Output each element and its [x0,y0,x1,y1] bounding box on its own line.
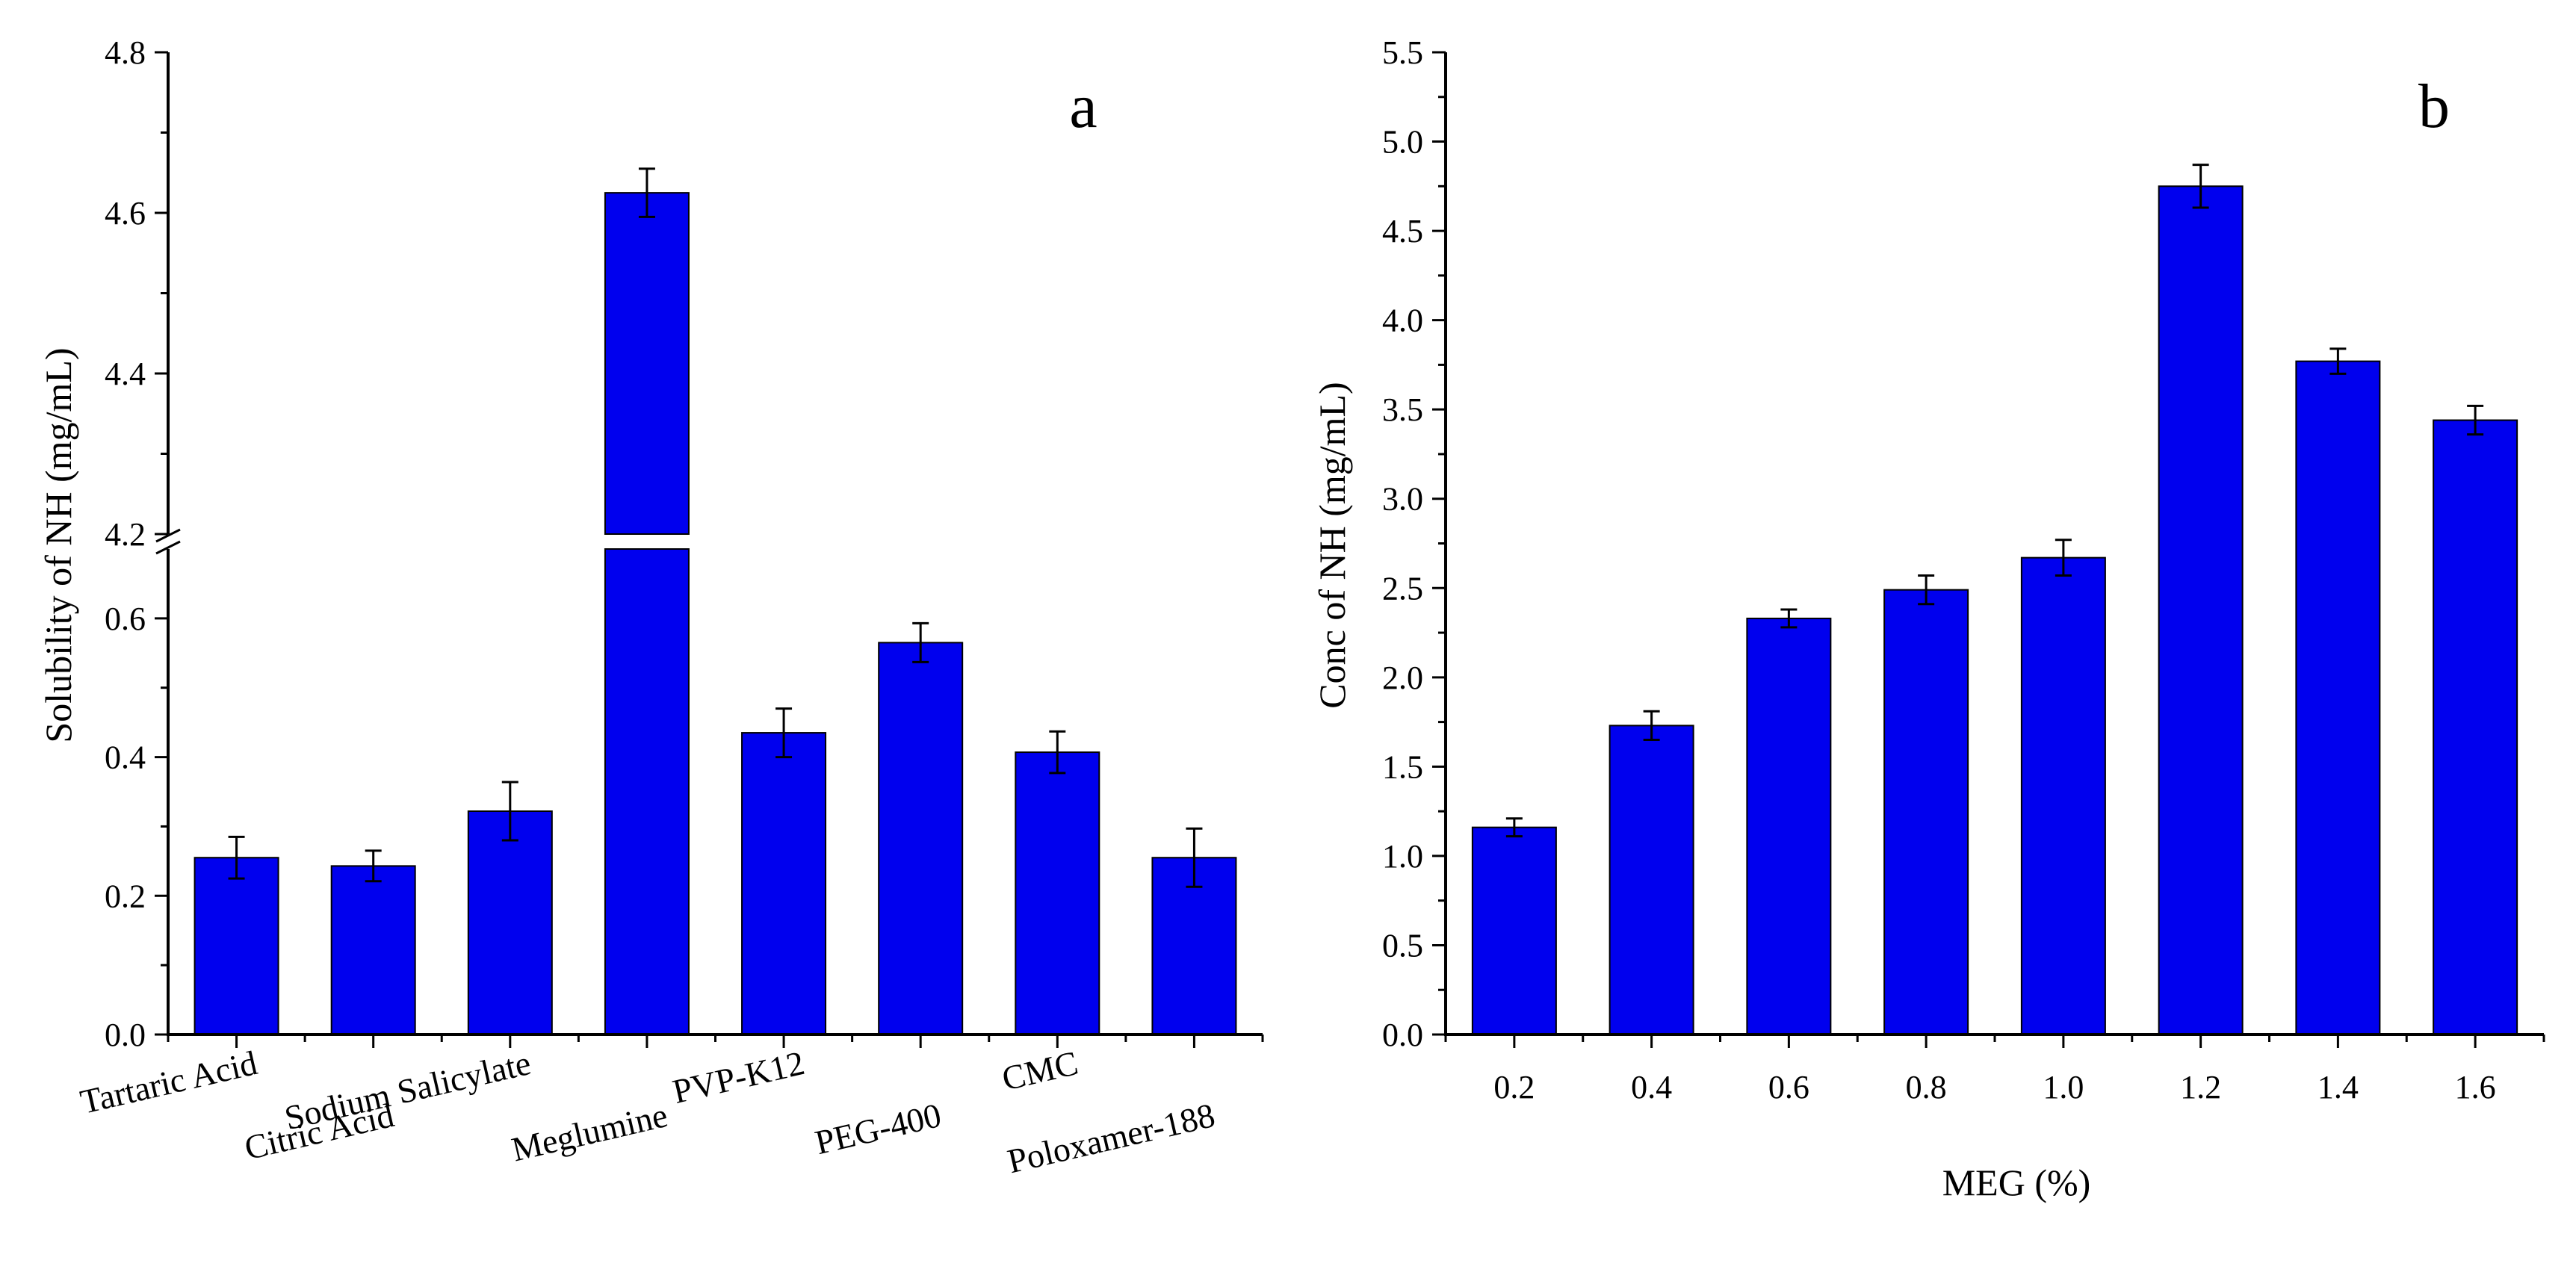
panel-label-a: a [1069,72,1097,141]
x-tick-label: Meglumine [508,1096,671,1168]
x-tick-label: 0.4 [1631,1069,1672,1105]
y-tick-label: 3.0 [1382,481,1423,518]
bar [1015,751,1100,1035]
x-tick-label: CMC [998,1043,1081,1098]
y-tick-label: 5.0 [1382,124,1423,161]
x-tick-label: Sodium Salicylate [281,1043,534,1137]
y-axis-label-b: Conc of NH (mg/mL) [1311,382,1353,708]
chart-b: b Conc of NH (mg/mL) MEG (%) 0.0 0.5 1.0 1.… [1311,34,2545,1203]
bar [2020,556,2106,1035]
y-tick-label: 4.4 [105,356,146,392]
y-tick-label: 4.0 [1382,303,1423,339]
y-tick-label: 2.0 [1382,660,1423,696]
bar [1609,725,1694,1035]
y-tick-label: 0.5 [1382,927,1423,964]
bar [741,732,827,1035]
y-tick-label: 0.0 [105,1017,146,1053]
y-tick-label: 0.6 [105,601,146,637]
x-tick-label: Poloxamer-188 [1004,1096,1219,1180]
bar-upper-segment [604,192,690,535]
panel-label-b: b [2418,72,2450,141]
x-tick-label: Tartaric Acid [77,1043,261,1121]
y-tick-label: 4.5 [1382,213,1423,249]
x-tick-label: PEG-400 [811,1096,944,1162]
x-tick-label: 0.6 [1768,1069,1809,1105]
bar [467,810,553,1035]
x-tick-label: 1.2 [2180,1069,2221,1105]
x-tick-label: PVP-K12 [669,1043,808,1111]
y-tick-label: 0.4 [105,739,146,776]
bar [1471,826,1557,1035]
x-tick-label: 0.8 [1906,1069,1947,1105]
x-tick-label: 0.2 [1493,1069,1535,1105]
bar [1151,857,1237,1035]
y-tick-label: 0.2 [105,878,146,914]
y-tick-label: 3.5 [1382,391,1423,428]
y-tick-label: 2.5 [1382,570,1423,607]
y-axis-label-a: Solubility of NH (mg/mL) [37,347,79,742]
y-tick-label: 4.8 [105,34,146,71]
y-tick-label: 5.5 [1382,34,1423,71]
y-tick-label: 1.5 [1382,748,1423,785]
bar [193,857,279,1035]
y-tick-label: 1.0 [1382,838,1423,875]
axis-break-mark [155,528,181,543]
bar [878,642,964,1035]
bar [1746,617,1832,1035]
x-tick-label: 1.6 [2455,1069,2496,1105]
axis-break-mark [155,540,181,555]
y-tick-label: 4.2 [105,516,146,553]
y-tick-label: 0.0 [1382,1017,1423,1053]
bar [2433,419,2518,1035]
x-tick-label: 1.0 [2043,1069,2084,1105]
bar [2158,185,2244,1035]
y-tick-label: 4.6 [105,195,146,232]
bar [2295,360,2381,1035]
x-axis-label-b: MEG (%) [1942,1162,2091,1203]
bar [1883,589,1969,1035]
chart-a: a Solubility of NH (mg/mL) 0.0 0.2 0.4 0.6 4… [37,34,1264,1180]
bar [330,865,416,1036]
bar-lower-segment [604,548,690,1035]
x-tick-label: 1.4 [2318,1069,2359,1105]
